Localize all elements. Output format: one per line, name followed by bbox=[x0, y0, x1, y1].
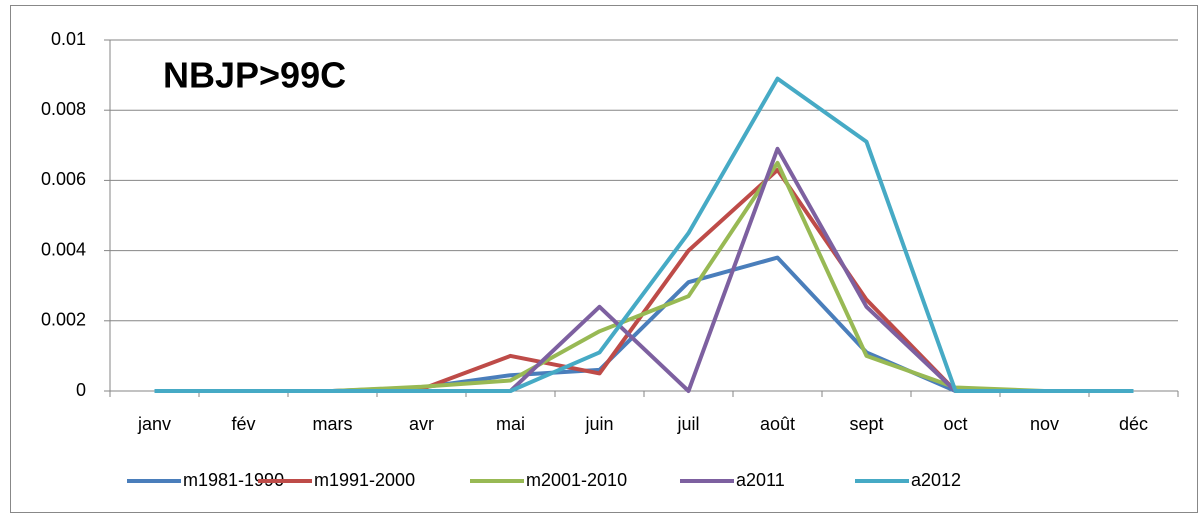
legend-label: m1991-2000 bbox=[314, 470, 415, 490]
legend-label: a2011 bbox=[736, 470, 785, 490]
y-tick-label: 0 bbox=[76, 380, 86, 400]
x-tick-label: déc bbox=[1119, 414, 1148, 434]
y-tick-label: 0.006 bbox=[41, 169, 86, 189]
x-tick-label: août bbox=[760, 414, 795, 434]
x-tick-label: mai bbox=[496, 414, 525, 434]
y-tick-label: 0.004 bbox=[41, 239, 86, 259]
y-tick-label: 0.002 bbox=[41, 310, 86, 330]
x-tick-label: juin bbox=[584, 414, 613, 434]
x-tick-label: nov bbox=[1030, 414, 1059, 434]
chart-title: NBJP>99C bbox=[163, 55, 346, 96]
x-tick-label: sept bbox=[849, 414, 883, 434]
x-tick-label: juil bbox=[676, 414, 699, 434]
x-tick-label: mars bbox=[313, 414, 353, 434]
legend-label: a2012 bbox=[911, 470, 961, 490]
x-tick-label: oct bbox=[943, 414, 967, 434]
legend-label: m2001-2010 bbox=[526, 470, 627, 490]
x-tick-label: fév bbox=[231, 414, 255, 434]
y-tick-label: 0.008 bbox=[41, 99, 86, 119]
y-tick-label: 0.01 bbox=[51, 29, 86, 49]
chart-border bbox=[10, 5, 1198, 513]
x-tick-label: avr bbox=[409, 414, 434, 434]
series-line bbox=[154, 76, 1134, 393]
legend-label: m1981-1990 bbox=[183, 470, 284, 490]
x-tick-label: janv bbox=[137, 414, 171, 434]
